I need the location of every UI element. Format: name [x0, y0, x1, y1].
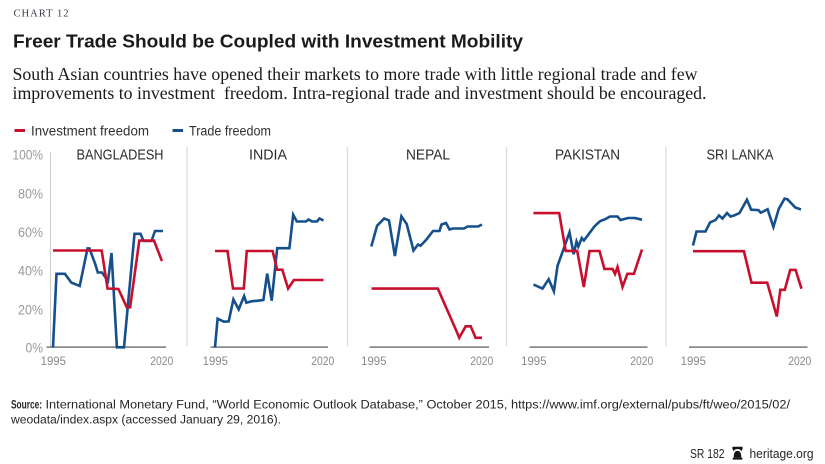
svg-text:CHART 12: CHART 12	[14, 7, 70, 19]
svg-text:South Asian countries have ope: South Asian countries have opened their …	[13, 64, 698, 84]
svg-text:1995: 1995	[203, 356, 228, 368]
svg-text:1995: 1995	[521, 356, 546, 368]
svg-text:SR 182: SR 182	[690, 446, 725, 461]
svg-text:80%: 80%	[18, 186, 43, 201]
svg-text:Investment freedom: Investment freedom	[31, 124, 149, 139]
svg-text:2020: 2020	[630, 356, 653, 368]
svg-text:BANGLADESH: BANGLADESH	[77, 148, 164, 164]
svg-text:PAKISTAN: PAKISTAN	[555, 148, 620, 164]
svg-text:100%: 100%	[13, 148, 44, 163]
svg-text:2020: 2020	[311, 356, 334, 368]
svg-text:40%: 40%	[18, 264, 43, 279]
svg-text:weodata/index.aspx (accessed J: weodata/index.aspx (accessed January 29,…	[10, 413, 281, 427]
svg-text:NEPAL: NEPAL	[406, 148, 450, 164]
svg-text:Freer Trade Should be Coupled: Freer Trade Should be Coupled with Inves…	[13, 30, 524, 51]
svg-text:International Monetary Fund, “: International Monetary Fund, “World Econ…	[46, 397, 791, 411]
svg-text:1995: 1995	[681, 356, 706, 368]
svg-text:Source:: Source:	[11, 397, 42, 411]
svg-text:60%: 60%	[18, 225, 43, 240]
svg-text:20%: 20%	[18, 302, 43, 317]
svg-text:0%: 0%	[26, 341, 44, 356]
svg-text:Trade freedom: Trade freedom	[189, 124, 271, 139]
svg-text:1995: 1995	[41, 356, 66, 368]
svg-text:2020: 2020	[150, 356, 173, 368]
svg-text:heritage.org: heritage.org	[750, 446, 814, 461]
svg-text:1995: 1995	[361, 356, 386, 368]
svg-text:INDIA: INDIA	[249, 148, 287, 164]
svg-text:improvements to investment fr: improvements to investment freedom. Intr…	[13, 83, 707, 103]
svg-text:SRI LANKA: SRI LANKA	[707, 148, 774, 164]
svg-text:2020: 2020	[788, 356, 811, 368]
svg-text:2020: 2020	[470, 356, 493, 368]
